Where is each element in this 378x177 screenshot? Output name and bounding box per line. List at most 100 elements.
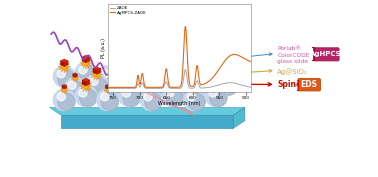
Text: AgHPCS: AgHPCS [310, 51, 342, 57]
Polygon shape [160, 73, 164, 75]
Polygon shape [147, 61, 151, 67]
Circle shape [140, 66, 162, 87]
Polygon shape [104, 86, 112, 94]
AgMPCS-ZAOE [164, 68, 169, 70]
Circle shape [79, 89, 97, 107]
Polygon shape [180, 67, 187, 70]
Circle shape [101, 70, 109, 78]
Circle shape [58, 93, 75, 111]
AgMPCS-ZAOE [153, 86, 158, 88]
Circle shape [145, 93, 162, 111]
Polygon shape [60, 86, 68, 94]
Polygon shape [86, 80, 90, 86]
Polygon shape [82, 57, 86, 63]
Polygon shape [73, 74, 75, 78]
Polygon shape [212, 80, 216, 86]
Polygon shape [173, 80, 177, 86]
Circle shape [90, 78, 108, 95]
Circle shape [216, 74, 238, 95]
Polygon shape [129, 80, 133, 86]
Polygon shape [216, 57, 220, 63]
Polygon shape [212, 57, 216, 63]
Polygon shape [167, 57, 179, 69]
Polygon shape [108, 85, 110, 89]
Polygon shape [227, 69, 231, 74]
Circle shape [166, 89, 174, 97]
Circle shape [199, 82, 216, 99]
Polygon shape [169, 78, 177, 82]
Circle shape [227, 66, 249, 87]
Text: Spinel: Spinel [277, 80, 304, 89]
Polygon shape [210, 80, 222, 92]
Circle shape [101, 70, 119, 87]
Circle shape [133, 77, 141, 85]
Text: EDS: EDS [301, 80, 318, 89]
Polygon shape [86, 57, 90, 63]
Circle shape [220, 77, 228, 85]
Circle shape [209, 89, 217, 97]
Polygon shape [64, 61, 68, 67]
ZAOE [141, 82, 145, 85]
Polygon shape [216, 80, 220, 86]
Circle shape [112, 82, 129, 99]
Polygon shape [116, 74, 119, 78]
Polygon shape [173, 57, 177, 63]
Polygon shape [145, 61, 157, 73]
Circle shape [119, 62, 140, 84]
Circle shape [90, 77, 98, 85]
Circle shape [75, 62, 97, 84]
AgMPCS-ZAOE [183, 25, 188, 28]
Polygon shape [180, 69, 184, 74]
Circle shape [64, 78, 86, 99]
Circle shape [140, 89, 162, 111]
Polygon shape [140, 69, 144, 74]
Circle shape [162, 62, 184, 84]
Polygon shape [169, 57, 173, 63]
Polygon shape [60, 61, 64, 67]
Polygon shape [136, 69, 140, 74]
Polygon shape [184, 69, 187, 74]
Polygon shape [119, 74, 121, 78]
Polygon shape [136, 67, 144, 70]
Text: Ag@SiO₂: Ag@SiO₂ [277, 68, 308, 75]
Polygon shape [160, 74, 162, 78]
Polygon shape [151, 85, 153, 89]
Polygon shape [82, 78, 90, 82]
AgMPCS-ZAOE [212, 75, 217, 77]
Polygon shape [223, 69, 227, 74]
Circle shape [188, 70, 205, 87]
Polygon shape [62, 85, 64, 89]
Polygon shape [169, 80, 173, 86]
Polygon shape [177, 68, 190, 81]
Circle shape [209, 66, 217, 74]
Circle shape [79, 66, 97, 84]
Circle shape [155, 81, 163, 89]
Circle shape [188, 93, 205, 111]
ZAOE [153, 87, 158, 89]
Polygon shape [93, 67, 101, 70]
Polygon shape [191, 86, 198, 94]
Polygon shape [212, 78, 220, 82]
Circle shape [86, 74, 108, 95]
Polygon shape [62, 84, 67, 87]
Polygon shape [73, 73, 77, 75]
Polygon shape [167, 80, 179, 92]
Circle shape [151, 78, 173, 99]
Polygon shape [195, 85, 197, 89]
Circle shape [69, 82, 86, 99]
Circle shape [210, 89, 227, 107]
Polygon shape [125, 55, 133, 59]
Polygon shape [50, 107, 245, 115]
ZAOE [249, 86, 254, 88]
Circle shape [119, 85, 140, 107]
Polygon shape [223, 67, 231, 70]
Circle shape [123, 66, 140, 84]
Circle shape [187, 93, 195, 101]
Polygon shape [210, 57, 222, 69]
Polygon shape [221, 68, 233, 81]
AgMPCS-ZAOE [105, 86, 110, 88]
AgMPCS-ZAOE [224, 58, 228, 61]
Polygon shape [149, 85, 151, 89]
Polygon shape [61, 115, 233, 128]
Circle shape [205, 85, 227, 107]
